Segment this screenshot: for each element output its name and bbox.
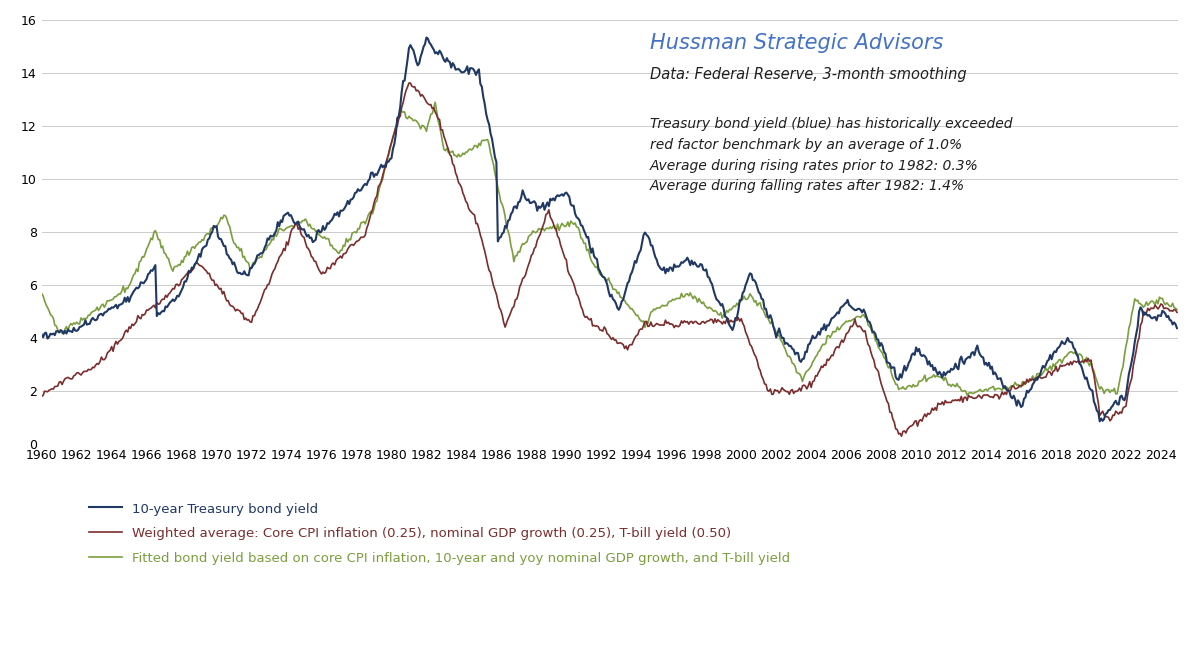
Text: Treasury bond yield (blue) has historically exceeded
red factor benchmark by an : Treasury bond yield (blue) has historica… [650,118,1012,194]
10-year Treasury bond yield [310,228,324,236]
Weighted average: Core CPI inflation (0.25), nominal GDP growth (0.25), T-bill yield (0.50): (2.01e+03, 0.292): Core CPI inflation (0.25), nominal GDP g… [894,432,908,440]
Fitted bond yield based on core CPI inflation, 10-year and yoy nominal GDP growth, and T-bill yield [428,98,442,106]
Weighted average: Core CPI inflation (0.25), nominal GDP growth (0.25), T-bill yield (0.50): (2.02e+03, 0.872): Core CPI inflation (0.25), nominal GDP g… [1103,417,1117,425]
Text: Hussman Strategic Advisors: Hussman Strategic Advisors [650,33,943,52]
10-year Treasury bond yield [1170,324,1184,332]
Weighted average: Core CPI inflation (0.25), nominal GDP growth (0.25), T-bill yield (0.50): (1.96e+03, 1.8): Core CPI inflation (0.25), nominal GDP g… [35,392,49,401]
10-year Treasury bond yield [515,186,529,194]
Fitted bond yield based on core CPI inflation, 10-year and yoy nominal GDP growth, and T-bill yield [960,391,974,399]
Legend: 10-year Treasury bond yield, Weighted average: Core CPI inflation (0.25), nomina: 10-year Treasury bond yield, Weighted av… [88,501,790,565]
Line: Weighted average: Core CPI inflation (0.25), nominal GDP growth (0.25), T-bill yield (0.50): Weighted average: Core CPI inflation (0.… [42,83,1177,436]
Weighted average: Core CPI inflation (0.25), nominal GDP growth (0.25), T-bill yield (0.50): (1.99e+03, 6.24): Core CPI inflation (0.25), nominal GDP g… [515,275,529,283]
10-year Treasury bond yield [1092,417,1107,425]
Fitted bond yield based on core CPI inflation, 10-year and yoy nominal GDP growth, and T-bill yield [35,290,49,298]
10-year Treasury bond yield [419,34,434,42]
10-year Treasury bond yield [1091,408,1105,416]
Fitted bond yield based on core CPI inflation, 10-year and yoy nominal GDP growth, and T-bill yield [1103,388,1117,396]
10-year Treasury bond yield [35,331,49,339]
Weighted average: Core CPI inflation (0.25), nominal GDP growth (0.25), T-bill yield (0.50): (1.98e+03, 7.17): Core CPI inflation (0.25), nominal GDP g… [336,250,350,258]
Fitted bond yield based on core CPI inflation, 10-year and yoy nominal GDP growth, and T-bill yield [310,226,324,235]
Fitted bond yield based on core CPI inflation, 10-year and yoy nominal GDP growth, and T-bill yield [1079,353,1093,362]
Line: Fitted bond yield based on core CPI inflation, 10-year and yoy nominal GDP growth, and T-bill yield: Fitted bond yield based on core CPI infl… [42,102,1177,395]
Fitted bond yield based on core CPI inflation, 10-year and yoy nominal GDP growth, and T-bill yield [336,241,350,249]
Fitted bond yield based on core CPI inflation, 10-year and yoy nominal GDP growth, and T-bill yield [515,239,529,247]
Fitted bond yield based on core CPI inflation, 10-year and yoy nominal GDP growth, and T-bill yield [1092,385,1107,393]
10-year Treasury bond yield [1103,406,1117,414]
Text: Data: Federal Reserve, 3-month smoothing: Data: Federal Reserve, 3-month smoothing [650,67,967,81]
Weighted average: Core CPI inflation (0.25), nominal GDP growth (0.25), T-bill yield (0.50): (2.02e+03, 1.07): Core CPI inflation (0.25), nominal GDP g… [1092,411,1107,419]
Fitted bond yield based on core CPI inflation, 10-year and yoy nominal GDP growth, and T-bill yield [1170,306,1184,314]
Weighted average: Core CPI inflation (0.25), nominal GDP growth (0.25), T-bill yield (0.50): (1.98e+03, 13.6): Core CPI inflation (0.25), nominal GDP g… [403,79,417,87]
10-year Treasury bond yield [1078,375,1092,383]
Weighted average: Core CPI inflation (0.25), nominal GDP growth (0.25), T-bill yield (0.50): (2.02e+03, 3.11): Core CPI inflation (0.25), nominal GDP g… [1079,358,1093,366]
Line: 10-year Treasury bond yield: 10-year Treasury bond yield [42,38,1177,421]
Weighted average: Core CPI inflation (0.25), nominal GDP growth (0.25), T-bill yield (0.50): (1.98e+03, 6.73): Core CPI inflation (0.25), nominal GDP g… [310,261,324,269]
Weighted average: Core CPI inflation (0.25), nominal GDP growth (0.25), T-bill yield (0.50): (2.02e+03, 4.97): Core CPI inflation (0.25), nominal GDP g… [1170,308,1184,317]
10-year Treasury bond yield [336,206,350,214]
